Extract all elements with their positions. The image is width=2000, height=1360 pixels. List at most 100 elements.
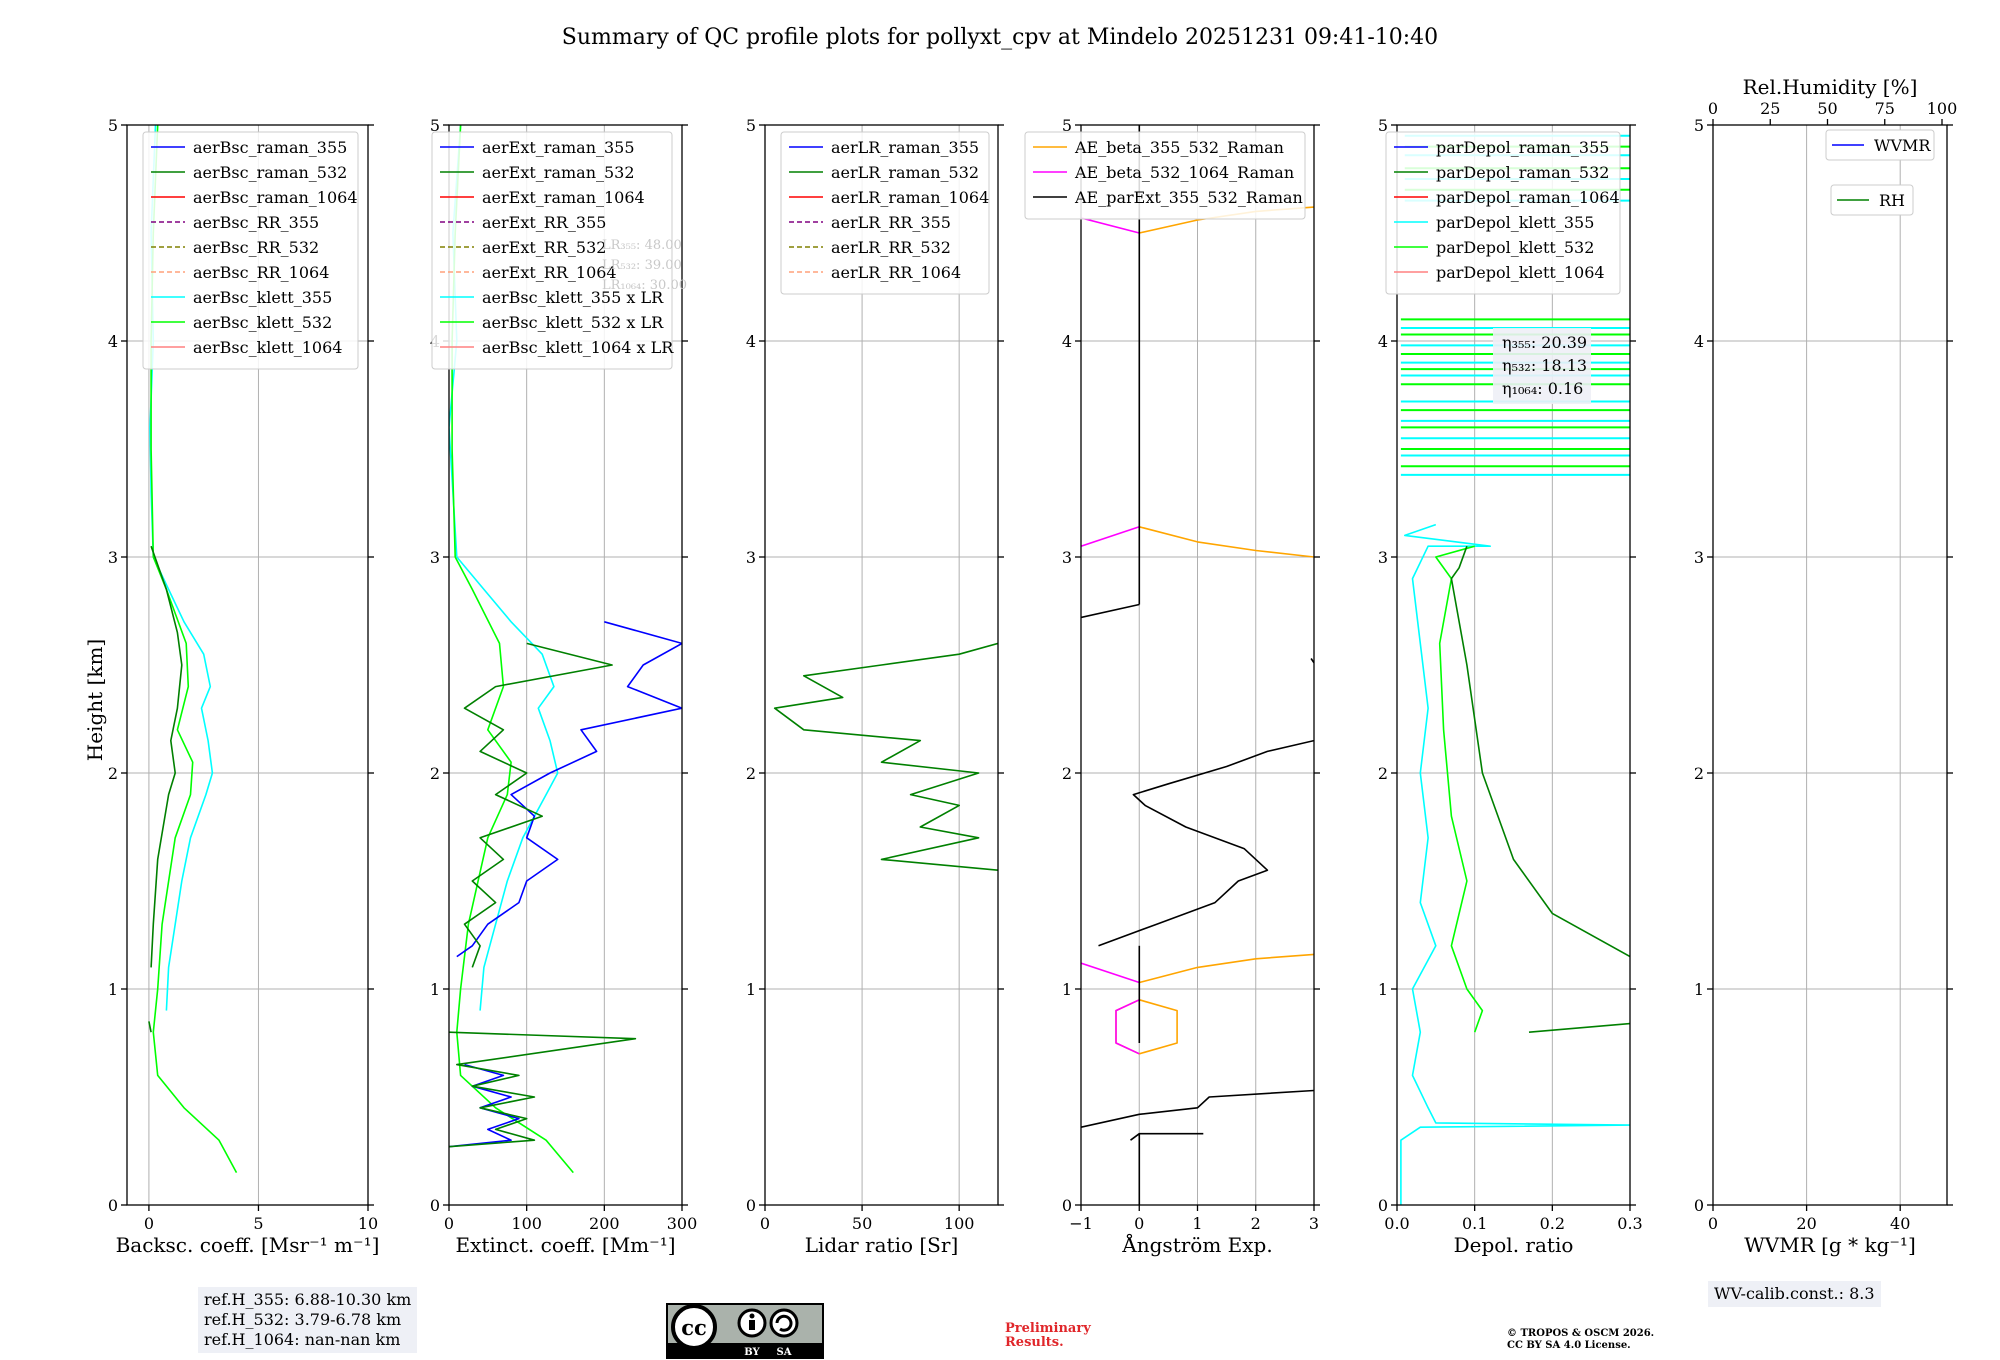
series-line-pardepol-klett-355 <box>1400 523 1630 1205</box>
legend-label: aerBsc_klett_532 <box>193 313 332 332</box>
top-tick-label: 75 <box>1875 99 1895 118</box>
legend-box <box>142 131 359 370</box>
series-line-aerbsc-raman-532 <box>150 545 183 968</box>
legend-label: RH <box>1879 191 1905 210</box>
panel-2: 0123450100200300Extinct. coeff. [Mm⁻¹]ae… <box>430 116 697 1257</box>
x-tick-label: 2 <box>1251 1214 1261 1233</box>
legend-label: parDepol_raman_355 <box>1436 138 1609 157</box>
copyright-note: © TROPOS & OSCM 2026. CC BY SA 4.0 Licen… <box>1507 1328 1654 1352</box>
y-tick-label: 2 <box>430 764 440 783</box>
y-tick-label: 3 <box>108 548 118 567</box>
preliminary-note: Preliminary Results. <box>1005 1322 1091 1350</box>
top-tick-label: 25 <box>1760 99 1780 118</box>
x-axis-label: Depol. ratio <box>1454 1233 1574 1257</box>
y-tick-label: 1 <box>1378 980 1388 999</box>
legend-label: aerBsc_raman_532 <box>193 163 347 182</box>
y-tick-label: 2 <box>1694 764 1704 783</box>
series-line-ae-parext-355-532-raman-c <box>1098 739 1314 947</box>
series-line-ae-beta-532-1064-raman-3 <box>1081 217 1140 234</box>
series-group <box>773 642 998 871</box>
series-line-aerext-raman-355 <box>456 621 682 958</box>
top-tick-label: 50 <box>1817 99 1837 118</box>
top-tick-label: 100 <box>1927 99 1958 118</box>
series-line-aerbsc-klett-355-x-lr <box>449 125 559 1011</box>
y-tick-label: 1 <box>1062 980 1072 999</box>
x-tick-label: 0.1 <box>1462 1214 1487 1233</box>
y-tick-label: 0 <box>746 1196 756 1215</box>
x-axis-label: Lidar ratio [Sr] <box>805 1233 959 1257</box>
legend-label: parDepol_klett_532 <box>1436 238 1594 257</box>
series-line-pardepol-raman-532-low <box>1528 1022 1630 1033</box>
legend-label: aerBsc_klett_1064 x LR <box>482 338 674 357</box>
y-tick-label: 2 <box>108 764 118 783</box>
legend-label: parDepol_klett_1064 <box>1436 263 1605 282</box>
legend-label: parDepol_klett_355 <box>1436 213 1594 232</box>
legend-label: aerLR_raman_355 <box>831 138 979 157</box>
x-tick-label: 50 <box>852 1214 872 1233</box>
legend-label: parDepol_raman_532 <box>1436 163 1609 182</box>
series-line-aerlr-raman-532 <box>773 642 998 871</box>
eta-annotation: η₅₃₂: 18.13 <box>1502 356 1587 375</box>
y-tick-label: 1 <box>430 980 440 999</box>
y-tick-label: 5 <box>108 116 118 135</box>
x-axis-label: Extinct. coeff. [Mm⁻¹] <box>455 1233 675 1257</box>
series-line-ae-parext-355-532-raman-b <box>1130 1132 1204 1141</box>
legend-label: aerExt_RR_355 <box>482 213 606 232</box>
ref-height-1064: ref.H_1064: nan-nan km <box>204 1330 401 1349</box>
x-tick-label: 200 <box>589 1214 620 1233</box>
plot-frame <box>126 124 369 1206</box>
legend-label: aerExt_RR_532 <box>482 238 606 257</box>
series-group <box>449 125 682 1174</box>
series-line-ae-beta-355-532-raman-2 <box>1139 526 1314 558</box>
lidar-ratio-annotation: LR₅₃₂: 39.00 <box>602 258 682 273</box>
legend-label: AE_parExt_355_532_Raman <box>1074 188 1303 207</box>
sa-share-icon <box>769 1308 799 1338</box>
legend-label: aerBsc_klett_355 <box>193 288 332 307</box>
y-tick-label: 3 <box>1062 548 1072 567</box>
panel-5: 0 1 2 3 4 5 0.0 0.1 0.2 0.3 Depol. ratio parDepol_r… <box>1378 116 1643 1257</box>
y-tick-label: 1 <box>1694 980 1704 999</box>
plot-frame <box>1396 124 1631 1206</box>
legend-label: aerLR_RR_1064 <box>831 263 961 282</box>
x-tick-label: −1 <box>1069 1214 1093 1233</box>
legend-label: aerLR_RR_355 <box>831 213 951 232</box>
series-line-aerext-raman-532 <box>463 642 613 968</box>
y-tick-label: 4 <box>108 332 118 351</box>
eta-annotation: η₃₅₅: 20.39 <box>1502 333 1587 352</box>
x-tick-label: 5 <box>253 1214 263 1233</box>
y-tick-label: 0 <box>1694 1196 1704 1215</box>
series-line-aerbsc-klett-532-x-lr <box>451 125 574 1174</box>
series-line-ae-beta-355-532-raman <box>1115 998 1178 1055</box>
series-line-ae-parext-355-532-raman-a <box>1081 1089 1314 1128</box>
series-line-aerext-raman-532-low <box>449 1031 637 1148</box>
y-tick-label: 3 <box>1694 548 1704 567</box>
y-tick-label: 4 <box>746 332 756 351</box>
y-tick-label: 3 <box>746 548 756 567</box>
x-tick-label: 20 <box>1796 1214 1816 1233</box>
legend-label: aerBsc_RR_532 <box>193 238 319 257</box>
x-axis-label: Ångström Exp. <box>1121 1232 1272 1257</box>
eta-annotation-box <box>1493 328 1591 404</box>
x-tick-label: 0 <box>1708 1214 1718 1233</box>
preliminary-line-2: Results. <box>1005 1335 1064 1350</box>
y-tick-label: 5 <box>1062 116 1072 135</box>
legend-box <box>780 131 990 295</box>
plot-frame <box>764 124 999 1206</box>
x-axis-label: WVMR [g * kg⁻¹] <box>1744 1233 1916 1257</box>
legend-label: aerExt_raman_1064 <box>482 188 645 207</box>
copyright-line-2: CC BY SA 4.0 License. <box>1507 1340 1631 1351</box>
legend-label: aerLR_raman_532 <box>831 163 979 182</box>
ref-height-355: ref.H_355: 6.88-10.30 km <box>204 1290 412 1309</box>
y-tick-label: 0 <box>108 1196 118 1215</box>
series-line-aerbsc-raman-532-low <box>148 1021 152 1033</box>
series-line-pardepol-klett-532 <box>1435 545 1484 1033</box>
reference-height-box: ref.H_355: 6.88-10.30 km ref.H_532: 3.79… <box>198 1287 418 1353</box>
y-tick-label: 1 <box>746 980 756 999</box>
x-tick-label: 0 <box>1134 1214 1144 1233</box>
x-tick-label: 100 <box>944 1214 975 1233</box>
legend-label: aerLR_raman_1064 <box>831 188 989 207</box>
legend-box <box>1385 131 1621 295</box>
series-line-ae-beta-532-1064-raman-1 <box>1081 962 1140 984</box>
x-tick-label: 0 <box>144 1214 154 1233</box>
